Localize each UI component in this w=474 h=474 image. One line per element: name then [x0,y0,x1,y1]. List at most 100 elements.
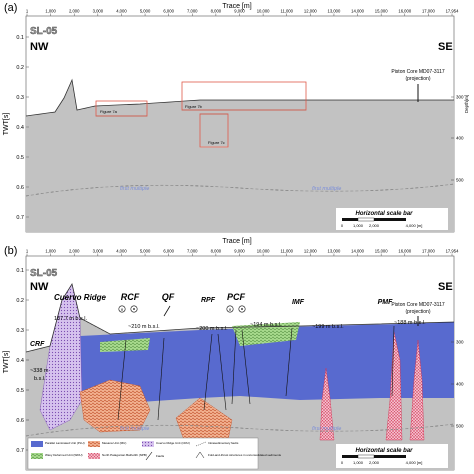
figure-7c-label: Figure 7c [208,140,225,145]
x-tick-label: 2,000 [69,249,80,254]
x-tick-label: 14,000 [351,9,364,14]
panel-b-profile-name: SL-05 [30,268,58,279]
panel-b-y-title: TWT[s] [3,351,10,374]
legend-swatch-mu [88,441,100,447]
legend-fault-icon [145,451,153,461]
depth-crf-1: ~338 m [30,368,49,374]
b-scale-seg-3 [374,455,406,458]
x-tick-label: 12,000 [304,249,317,254]
fault-rcf [117,339,127,421]
figure-7c-box [199,113,229,148]
y-tick-label: 0.2 [16,65,24,71]
scale-tick-2: 2,000 [369,223,380,228]
feature-pcf: PCF [227,292,246,302]
depth-pcf: ~194 m b.s.l. [250,322,282,328]
fault-rpf-2 [217,333,227,411]
panel-a-multiple-label-1: first multiple [120,186,149,192]
x-tick-label: 15,000 [375,9,388,14]
y-tick-label: 0.5 [16,388,24,394]
fault-pmf [391,325,395,397]
x-tick-label: 11,000 [280,249,293,254]
x-tick-label: 12,000 [304,9,317,14]
fault-pcf-2 [241,329,251,405]
x-tick-label: 8,000 [211,249,222,254]
legend-swatch-wdu [31,453,43,459]
panel-a-y-title: TWT[s] [3,113,10,136]
panel-a-se-label: SE [438,41,453,53]
panel-a-core-note: (projection) [405,76,430,82]
depth-tick-label: 500 [456,424,464,429]
y-tick-label: 0.5 [16,155,24,161]
panel-a-seabed [25,78,454,117]
y-tick-label: 0.2 [16,298,24,304]
legend-text-wdu: Wavy Deformed Unit (WDU) [45,453,83,457]
legend-fold-icon [195,451,205,459]
panel-b-faults [117,325,395,421]
legend-swatch-cru [142,441,154,447]
scale-tick-1: 1,000 [353,223,364,228]
x-tick-label: 1 [26,249,29,254]
legend-text-fold: Fold-and-thrust structures in unconsolid… [208,453,282,457]
feature-crf: CRF [30,341,45,348]
figure-7b-box [181,81,307,111]
y-tick-label: 0.7 [16,448,24,454]
feature-qf: QF [162,292,175,302]
pcf-into-page-icon [226,305,234,313]
depth-tick-label: 300 [456,340,464,345]
x-tick-label: 9,000 [234,9,245,14]
panel-a-seismic-body [26,80,454,232]
x-tick-label: 7,000 [187,9,198,14]
x-tick-label: 15,000 [375,249,388,254]
x-tick-label: 5,000 [140,249,151,254]
x-tick-label: 17,000 [422,9,435,14]
y-tick-label: 0.6 [16,185,24,191]
scale-tick-0: 0 [341,223,344,228]
panel-b-x-title: Trace [m] [222,238,251,245]
legend-text-cru: Cuervo Ridge Unit (CRU) [156,441,190,445]
x-tick-label: 7,000 [187,249,198,254]
legend-text-plu: Parallel Laminated Unit (PLU) [45,441,85,445]
fault-rpf-1 [203,333,213,411]
pcf-motion-symbols: × [226,305,246,313]
depth-tick-label: 300 [456,95,464,100]
b-scale-tick-1: 1,000 [353,460,364,465]
depth-tick-label: 400 [456,136,464,141]
panel-a-profile-name: SL-05 [30,26,58,37]
qf-arrow-icon [163,305,171,317]
feature-rcf: RCF [121,292,140,302]
x-tick-label: 1,000 [45,249,56,254]
feature-imf: IMF [292,299,305,306]
x-tick-label: 4,000 [116,249,127,254]
depth-rcf: ~210 m b.s.l. [128,324,160,330]
x-tick-label: 16,000 [398,9,411,14]
scale-seg-3 [374,218,406,221]
b-scale-seg-1 [342,455,358,458]
panel-a-y-ticks: 0.1 0.2 0.3 0.4 0.5 0.6 0.7 [16,35,29,221]
pcf-into-page-glyph: × [229,307,232,313]
x-tick-label: 1,000 [45,9,56,14]
depth-tick-label: 500 [456,178,464,183]
panel-b-legend: Parallel Laminated Unit (PLU) Wavy Defor… [27,437,282,470]
y-tick-label: 0.7 [16,215,24,221]
depth-cuervo: 187.7 m b.s.l. [54,316,87,322]
x-tick-label: 13,000 [328,249,341,254]
x-tick-label: 2,000 [69,9,80,14]
x-tick-label: 1 [26,9,29,14]
panel-a-x-ticks: 1 1,000 2,000 3,000 4,000 5,000 6,000 7,000 8,00… [26,9,459,16]
x-tick-label: 17,954 [446,9,459,14]
npb-intrusion-3 [409,339,425,441]
legend-text-mu: Mesana Unit (MU) [102,441,126,445]
depth-rpf: ~200 m b.s.l. [196,326,228,332]
x-tick-label: 5,000 [140,9,151,14]
legend-text-intrafault: Intrasedimentary faults [208,441,239,445]
panel-a-core-label: Piston Core MD07-3117 [391,69,444,75]
rcf-out-dot [133,308,135,310]
panel-a-scale-bar: Horizontal scale bar 0 1,000 2,000 4,000… [336,208,448,230]
panel-b-seabed [25,282,455,353]
panel-b-scale-bar: Horizontal scale bar 0 1,000 2,000 4,000… [336,444,448,468]
panel-a-depth-ticks: 300 400 500 [451,95,464,183]
x-tick-label: 17,000 [422,249,435,254]
scale-seg-2 [357,217,375,222]
figure-7a-label: Figure 7a [100,109,118,114]
npb-intrusion-1 [319,367,335,441]
